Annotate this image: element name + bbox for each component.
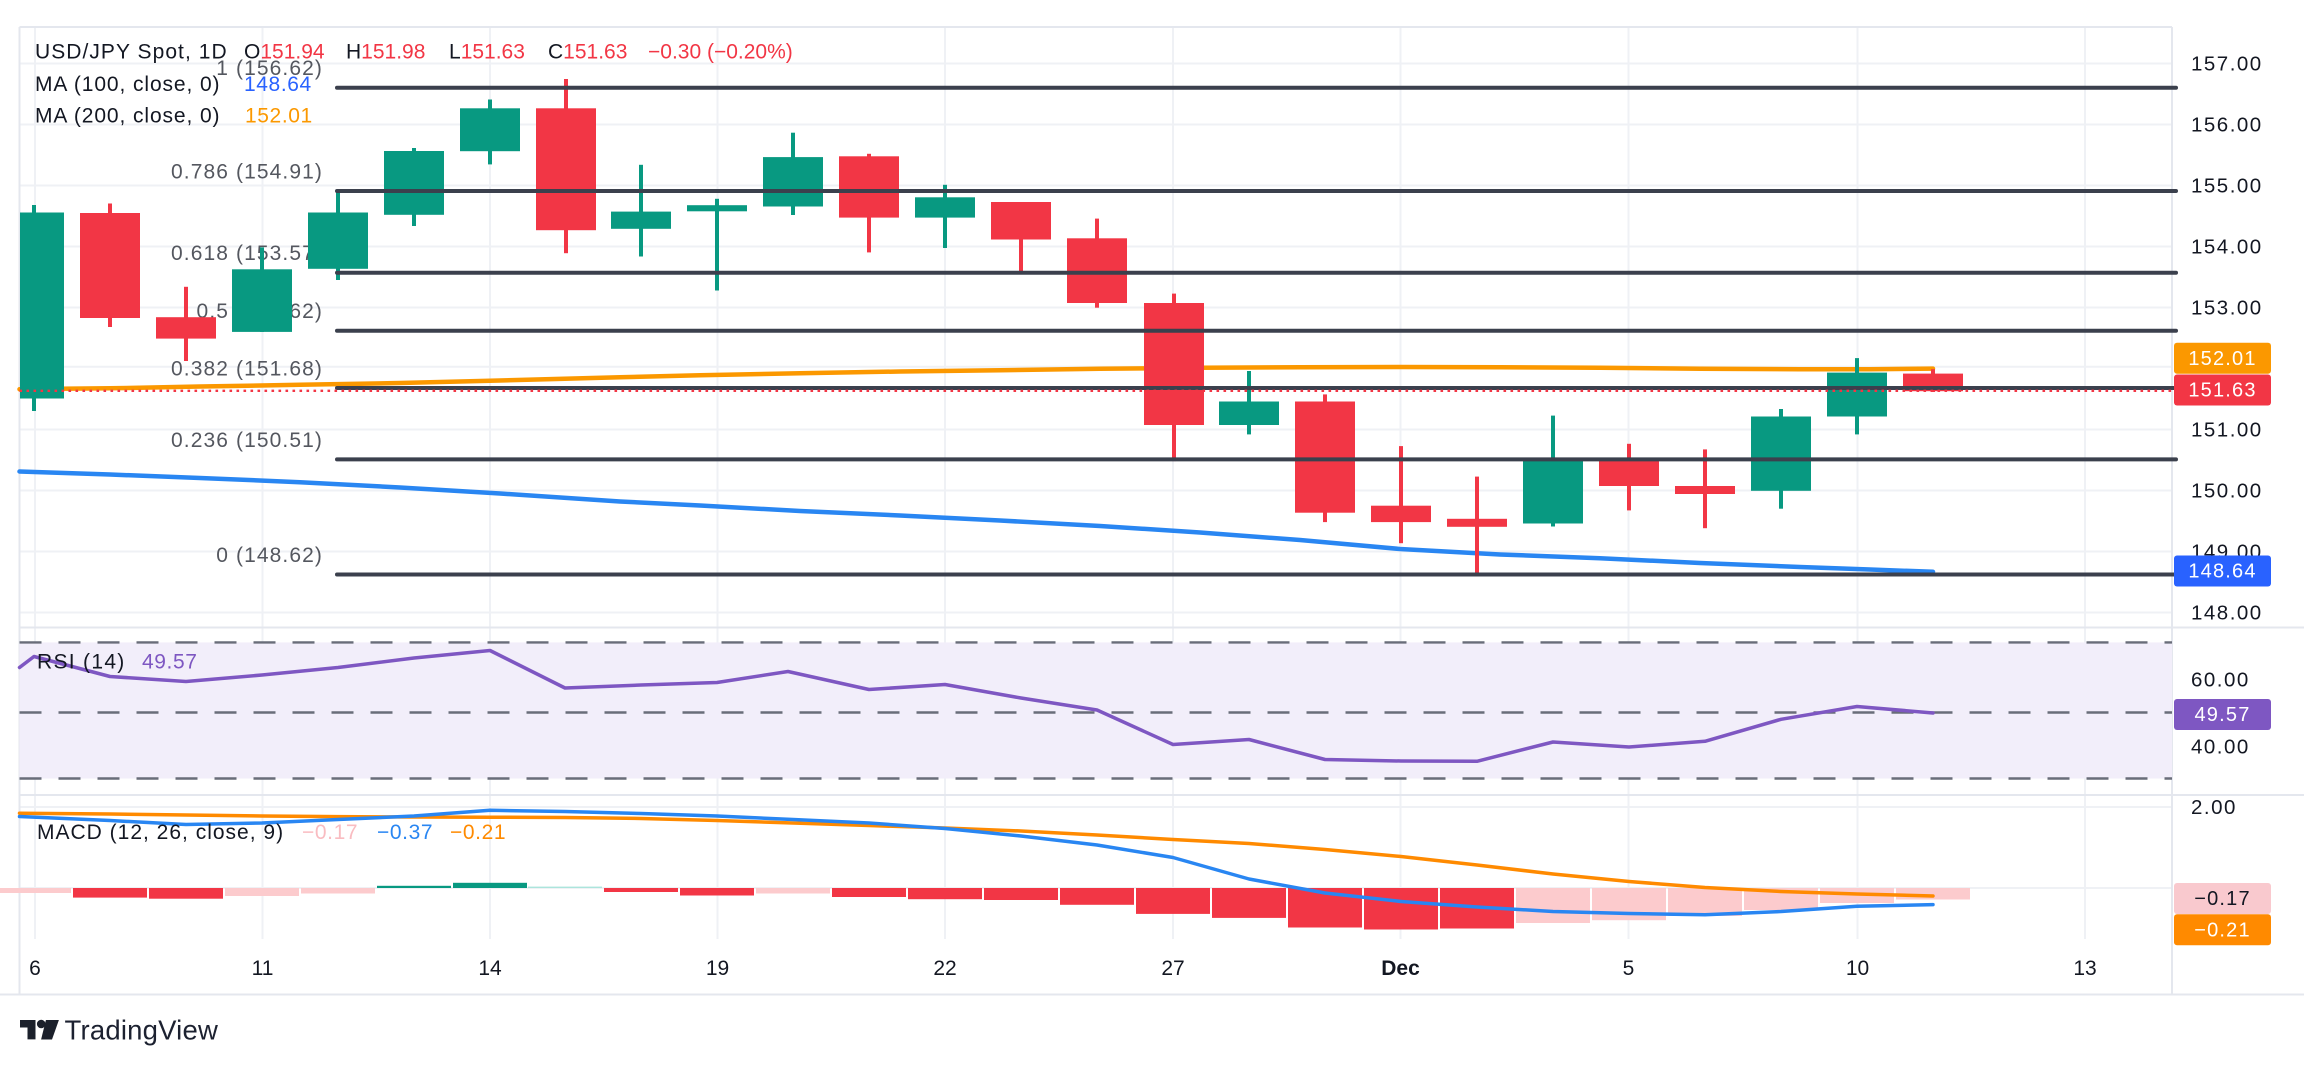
svg-text:49.57: 49.57 xyxy=(2194,704,2250,726)
svg-text:0.236 (150.51): 0.236 (150.51) xyxy=(171,429,323,452)
svg-text:−0.37: −0.37 xyxy=(377,821,433,844)
svg-text:2.00: 2.00 xyxy=(2191,796,2237,819)
svg-text:6: 6 xyxy=(29,957,41,980)
svg-text:RSI (14): RSI (14) xyxy=(37,651,126,674)
svg-text:148.00: 148.00 xyxy=(2191,602,2263,625)
svg-text:MACD (12, 26, close, 9): MACD (12, 26, close, 9) xyxy=(37,821,284,844)
svg-text:Dec: Dec xyxy=(1381,957,1420,980)
svg-text:148.64: 148.64 xyxy=(244,73,312,96)
svg-text:−0.30 (−0.20%): −0.30 (−0.20%) xyxy=(648,41,793,64)
svg-text:0.382 (151.68): 0.382 (151.68) xyxy=(171,358,323,381)
svg-text:22: 22 xyxy=(933,957,956,980)
svg-text:153.00: 153.00 xyxy=(2191,297,2263,320)
svg-text:154.00: 154.00 xyxy=(2191,236,2263,259)
svg-text:49.57: 49.57 xyxy=(142,651,198,674)
svg-text:27: 27 xyxy=(1161,957,1184,980)
svg-text:148.64: 148.64 xyxy=(2188,561,2256,583)
svg-text:C151.63: C151.63 xyxy=(548,41,627,64)
svg-text:0 (148.62): 0 (148.62) xyxy=(216,544,323,567)
svg-text:−0.17: −0.17 xyxy=(2194,888,2251,910)
svg-text:155.00: 155.00 xyxy=(2191,175,2263,198)
svg-text:13: 13 xyxy=(2073,957,2096,980)
svg-text:MA (200, close, 0): MA (200, close, 0) xyxy=(35,105,220,128)
svg-text:152.01: 152.01 xyxy=(2188,348,2256,370)
svg-text:152.01: 152.01 xyxy=(245,105,313,128)
svg-text:14: 14 xyxy=(478,957,502,980)
svg-text:150.00: 150.00 xyxy=(2191,480,2263,503)
svg-text:O151.94: O151.94 xyxy=(244,41,325,64)
svg-text:11: 11 xyxy=(252,957,274,980)
svg-text:0.618 (153.57): 0.618 (153.57) xyxy=(171,242,323,265)
svg-text:157.00: 157.00 xyxy=(2191,53,2263,76)
svg-text:−0.21: −0.21 xyxy=(450,821,506,844)
svg-text:1 (156.62): 1 (156.62) xyxy=(216,57,323,80)
svg-text:MA (100, close, 0): MA (100, close, 0) xyxy=(35,73,220,96)
svg-text:5: 5 xyxy=(1623,957,1635,980)
svg-text:L151.63: L151.63 xyxy=(449,41,525,64)
svg-text:−0.21: −0.21 xyxy=(2194,919,2251,941)
svg-text:40.00: 40.00 xyxy=(2191,736,2250,759)
svg-text:60.00: 60.00 xyxy=(2191,669,2250,692)
svg-text:TradingView: TradingView xyxy=(65,1015,219,1046)
svg-text:151.63: 151.63 xyxy=(2188,380,2256,402)
svg-text:H151.98: H151.98 xyxy=(346,41,425,64)
svg-text:0.786 (154.91): 0.786 (154.91) xyxy=(171,161,323,184)
svg-text:−0.17: −0.17 xyxy=(302,821,358,844)
svg-text:10: 10 xyxy=(1846,957,1869,980)
svg-text:151.00: 151.00 xyxy=(2191,419,2263,442)
svg-text:156.00: 156.00 xyxy=(2191,114,2263,137)
svg-text:USD/JPY Spot, 1D: USD/JPY Spot, 1D xyxy=(35,41,228,64)
svg-text:19: 19 xyxy=(706,957,729,980)
